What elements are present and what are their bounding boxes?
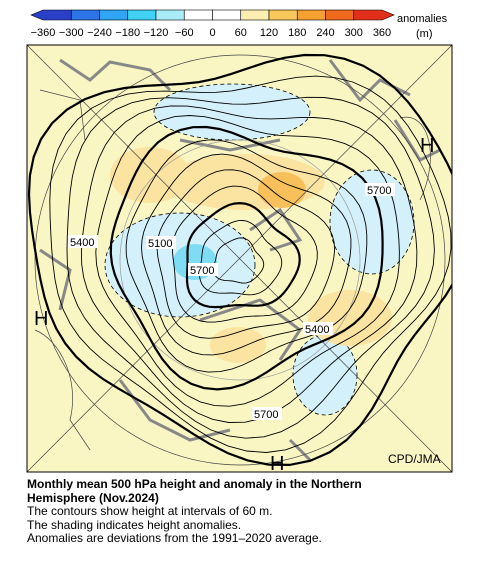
contour-label: 5400 — [70, 237, 94, 249]
high-center: H — [270, 453, 284, 475]
coastline-outline — [27, 45, 452, 472]
caption-line: The contours show height at intervals of… — [27, 504, 273, 518]
colorbar-tick-label: −60 — [175, 27, 194, 39]
caption-title: Hemisphere (Nov.2024) — [27, 490, 159, 505]
colorbar-segment — [325, 9, 355, 21]
colorbar-segment — [70, 9, 100, 21]
colorbar-tick-label: 180 — [288, 27, 306, 39]
contour — [199, 220, 283, 296]
colorbar-segment — [30, 9, 72, 21]
colorbar-segment — [212, 9, 242, 21]
colorbar-tick-label: −300 — [59, 27, 84, 39]
high-center: H — [34, 308, 48, 330]
colorbar-segment — [99, 9, 129, 21]
contour — [95, 115, 400, 407]
contour — [109, 125, 384, 391]
caption-line: Anomalies are deviations from the 1991–2… — [27, 531, 322, 545]
colorbar-tick-label: 0 — [209, 27, 215, 39]
colorbar-tick-label: −180 — [115, 27, 140, 39]
contour — [27, 53, 452, 467]
colorbar-tick-label: −240 — [87, 27, 112, 39]
caption-line: The shading indicates height anomalies. — [27, 517, 242, 532]
colorbar-segment — [268, 9, 298, 21]
caption-title: Monthly mean 500 hPa height and anomaly … — [27, 477, 362, 491]
contour — [80, 105, 418, 423]
colorbar-tick-label: 360 — [373, 27, 391, 39]
colorbar-segment — [240, 9, 270, 21]
pressure-centers: H H H — [34, 135, 434, 475]
colorbar-unit: (m) — [416, 28, 433, 40]
high-center: H — [420, 135, 434, 157]
contour — [213, 237, 265, 284]
contour — [172, 185, 318, 323]
colorbar-segment — [183, 9, 213, 21]
map: H H H 5700 5400 5100 5700 5400 5700 CPD/… — [27, 45, 452, 475]
contour — [125, 139, 368, 373]
map-frame — [26, 44, 453, 473]
colorbar-tick-label: 60 — [235, 27, 247, 39]
contour — [156, 169, 336, 339]
colorbar-tick-label: 120 — [260, 27, 278, 39]
colorbar-segment — [296, 9, 326, 21]
contour-label: 5700 — [367, 185, 391, 197]
colorbar-tick-label: −120 — [144, 27, 169, 39]
colorbar-title: anomalies — [397, 13, 448, 25]
colorbar-segment — [155, 9, 185, 21]
contour-label: 5100 — [148, 238, 172, 250]
colorbar-tick-label: 300 — [345, 27, 363, 39]
colorbar: −360 −300 −240 −180 −120 −60 0 60 120 180 240 300 36… — [30, 9, 395, 39]
contour — [185, 201, 301, 309]
colorbar-segment — [353, 9, 395, 21]
height-contours — [27, 53, 452, 467]
contour-label: 5400 — [305, 324, 329, 336]
colorbar-segment — [127, 9, 157, 21]
contour — [66, 96, 435, 439]
contour — [49, 75, 452, 453]
caption: Monthly mean 500 hPa height and anomaly … — [27, 477, 467, 546]
colorbar-tick-label: 240 — [316, 27, 334, 39]
contour-label: 5700 — [190, 265, 214, 277]
contour-label: 5700 — [254, 409, 278, 421]
colorbar-tick-label: −360 — [31, 27, 56, 39]
contour — [141, 153, 352, 356]
credit: CPD/JMA — [388, 452, 441, 466]
contour-labels: 5700 5400 5100 5700 5400 5700 — [68, 183, 395, 421]
figure: −360 −300 −240 −180 −120 −60 0 60 120 180 240 300 36… — [26, 9, 453, 475]
